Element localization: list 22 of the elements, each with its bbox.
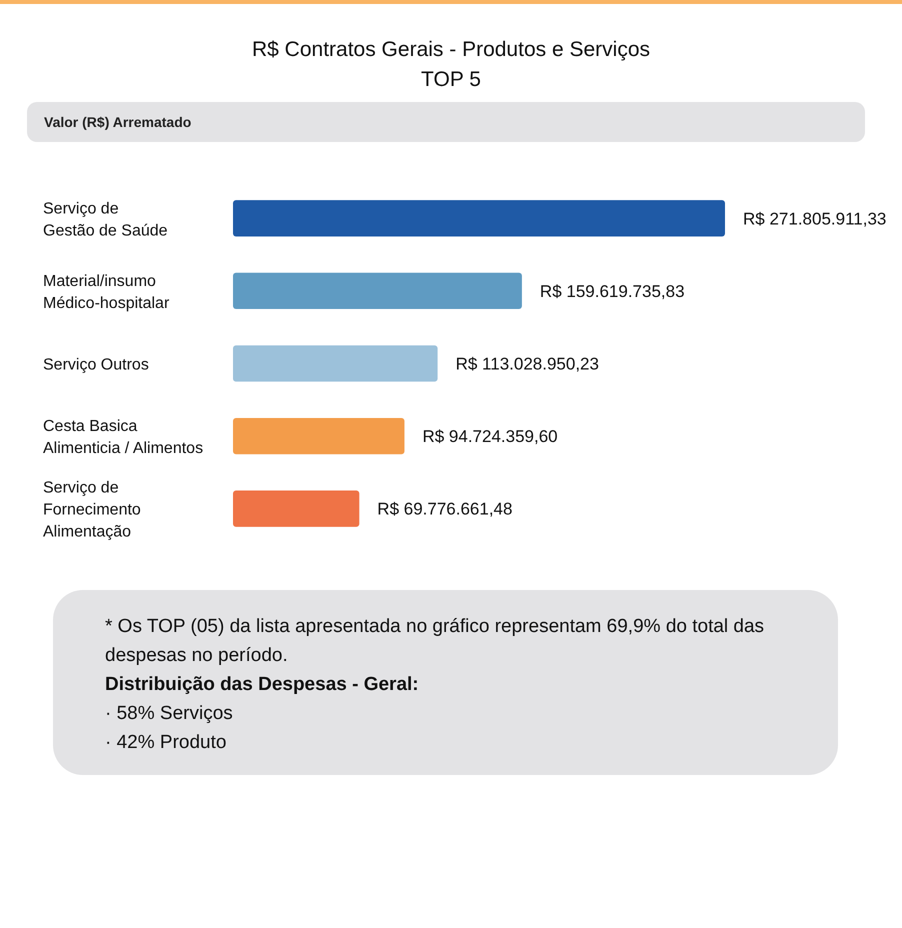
text: * Os TOP (05) da lista apresentada no gráfico representam 69,9% do total das despesas no período. — [105, 616, 764, 666]
text: · 42% Produto — [105, 732, 226, 753]
y-tick-label: Serviço de Gestão de Saúde — [43, 200, 168, 240]
bar — [233, 490, 360, 527]
data-label: R$ 94.724.359,60 — [422, 427, 558, 446]
text: Distribuição das Despesas - Geral: — [105, 674, 419, 695]
chart-subtitle: TOP 5 — [421, 68, 481, 91]
x-axis-title: Valor (R$) Arrematado — [44, 114, 192, 130]
bar — [233, 272, 522, 310]
y-tick-label: Material/insumo Médico-hospitalar — [43, 272, 170, 312]
y-tick-label: Serviço de Fornecimento Alimentação — [43, 480, 141, 541]
data-label: R$ 69.776.661,48 — [377, 500, 512, 519]
chart-title: R$ Contratos Gerais - Produtos e Serviços — [252, 38, 650, 61]
text: · 58% Serviços — [105, 703, 233, 724]
bar — [233, 200, 725, 236]
data-label: R$ 159.619.735,83 — [540, 282, 685, 301]
y-tick-label: Serviço Outros — [43, 356, 149, 374]
data-label: R$ 113.028.950,23 — [456, 354, 599, 374]
bar — [233, 418, 404, 454]
y-tick-label: Cesta Basica Alimenticia / Alimentos — [43, 418, 204, 458]
data-label: R$ 271.805.911,33 — [743, 209, 886, 228]
bar — [233, 345, 438, 382]
